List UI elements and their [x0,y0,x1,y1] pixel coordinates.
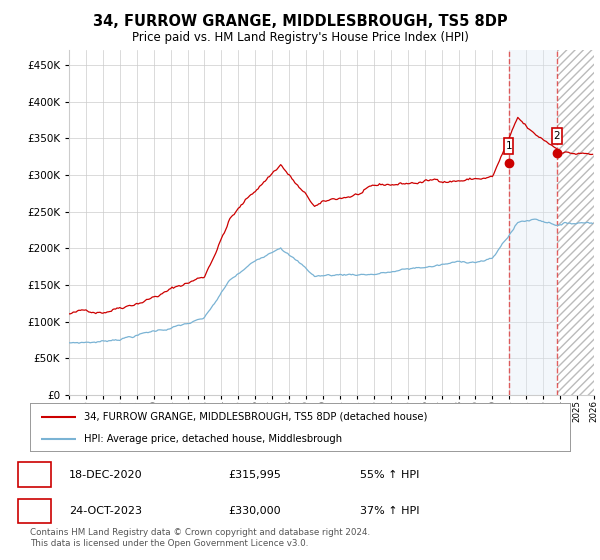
Bar [552,128,562,144]
Text: 1: 1 [505,141,512,151]
Text: 24-OCT-2023: 24-OCT-2023 [69,506,142,516]
Text: 1: 1 [31,470,38,479]
Text: Price paid vs. HM Land Registry's House Price Index (HPI): Price paid vs. HM Land Registry's House … [131,31,469,44]
Bar [557,50,594,395]
Text: 37% ↑ HPI: 37% ↑ HPI [360,506,419,516]
Text: 34, FURROW GRANGE, MIDDLESBROUGH, TS5 8DP (detached house): 34, FURROW GRANGE, MIDDLESBROUGH, TS5 8D… [84,412,427,422]
Text: 55% ↑ HPI: 55% ↑ HPI [360,470,419,479]
Text: £330,000: £330,000 [228,506,281,516]
Text: £315,995: £315,995 [228,470,281,479]
Text: 34, FURROW GRANGE, MIDDLESBROUGH, TS5 8DP: 34, FURROW GRANGE, MIDDLESBROUGH, TS5 8D… [92,14,508,29]
Text: 2: 2 [554,131,560,141]
Bar [509,50,557,395]
Text: Contains HM Land Registry data © Crown copyright and database right 2024.
This d: Contains HM Land Registry data © Crown c… [30,528,370,548]
Text: 2: 2 [31,506,38,516]
Text: HPI: Average price, detached house, Middlesbrough: HPI: Average price, detached house, Midd… [84,434,342,444]
Text: 18-DEC-2020: 18-DEC-2020 [69,470,143,479]
Bar [557,50,594,395]
Bar [504,138,514,155]
